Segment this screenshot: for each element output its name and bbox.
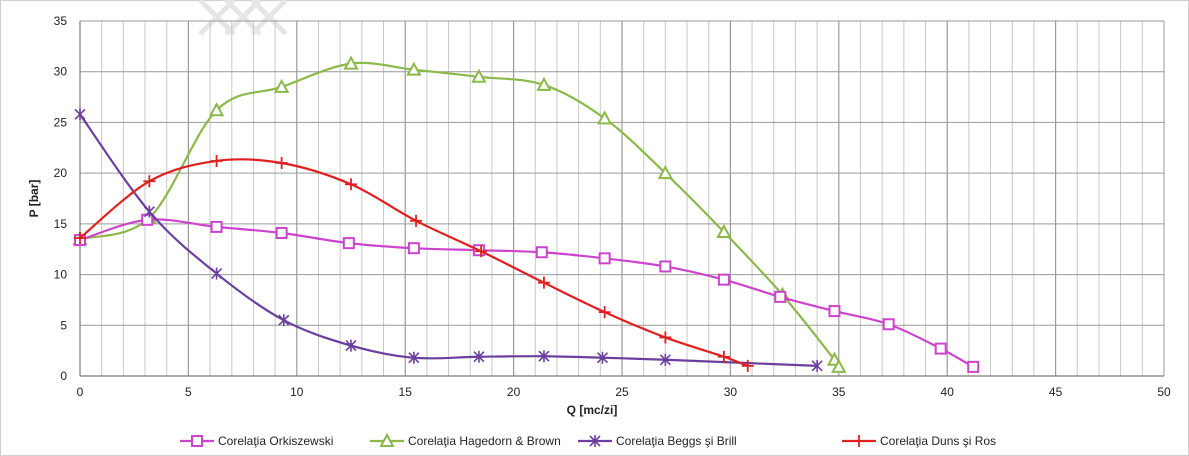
data-point bbox=[342, 237, 355, 250]
x-tick-label: 35 bbox=[832, 385, 846, 399]
data-point bbox=[473, 350, 485, 363]
data-point bbox=[538, 350, 550, 363]
x-tick-label: 20 bbox=[507, 385, 521, 399]
data-point bbox=[273, 78, 290, 93]
data-point bbox=[831, 358, 847, 373]
data-point bbox=[471, 68, 487, 83]
data-point bbox=[967, 360, 980, 373]
series-layer bbox=[72, 55, 980, 373]
data-point bbox=[143, 205, 155, 218]
watermark-logo bbox=[198, 0, 288, 36]
data-point bbox=[141, 213, 154, 226]
x-tick-label: 40 bbox=[941, 385, 955, 399]
data-point bbox=[659, 353, 671, 366]
data-point bbox=[343, 55, 359, 70]
x-tick-labels: 0 5 10 15 20 25 30 35 40 45 50 bbox=[77, 385, 1171, 399]
data-point bbox=[143, 175, 156, 188]
data-point bbox=[596, 351, 609, 364]
series-line bbox=[78, 218, 975, 368]
x-tick-label: 50 bbox=[1157, 385, 1171, 399]
axes bbox=[79, 21, 1165, 377]
data-point bbox=[211, 267, 223, 280]
legend-item: Corelaţia Orkiszewski bbox=[180, 434, 333, 448]
data-point bbox=[74, 232, 86, 245]
legend-item: Corelaţia Beggs şi Brill bbox=[578, 434, 737, 448]
data-point bbox=[657, 165, 674, 180]
data-point bbox=[811, 359, 823, 372]
x-tick-label: 0 bbox=[77, 385, 84, 399]
data-point bbox=[598, 306, 611, 319]
y-axis-title: P [bar] bbox=[27, 180, 41, 218]
y-tick-label: 30 bbox=[54, 65, 68, 79]
data-point bbox=[659, 260, 672, 273]
data-point bbox=[408, 351, 420, 364]
legend-label: Corelaţia Duns şi Ros bbox=[880, 434, 996, 448]
gridlines bbox=[80, 20, 1164, 376]
data-point bbox=[406, 61, 422, 76]
data-point bbox=[407, 242, 420, 255]
x-tick-label: 10 bbox=[290, 385, 304, 399]
data-point bbox=[475, 245, 488, 258]
legend-marker bbox=[853, 435, 865, 447]
legend-marker bbox=[379, 432, 395, 447]
data-point bbox=[345, 339, 357, 352]
data-point bbox=[596, 110, 613, 125]
y-tick-label: 15 bbox=[54, 217, 68, 231]
y-tick-label: 35 bbox=[54, 14, 68, 28]
series-line bbox=[78, 158, 749, 367]
legend-marker bbox=[589, 435, 601, 447]
data-point bbox=[345, 178, 357, 191]
data-point bbox=[934, 342, 947, 355]
data-point bbox=[774, 290, 787, 303]
x-tick-label: 5 bbox=[185, 385, 192, 399]
data-point bbox=[74, 108, 86, 121]
y-tick-label: 25 bbox=[54, 115, 68, 129]
data-point bbox=[741, 359, 754, 372]
data-point bbox=[828, 305, 841, 318]
data-point bbox=[208, 102, 225, 117]
data-point bbox=[210, 154, 223, 167]
x-tick-label: 30 bbox=[724, 385, 738, 399]
data-point bbox=[536, 76, 552, 91]
series-1 bbox=[72, 55, 847, 373]
y-tick-label: 5 bbox=[60, 318, 67, 332]
x-tick-label: 15 bbox=[399, 385, 413, 399]
data-point bbox=[278, 314, 290, 327]
data-point bbox=[717, 273, 730, 286]
legend-label: Corelaţia Beggs şi Brill bbox=[616, 434, 737, 448]
data-point bbox=[716, 223, 732, 238]
legend: Corelaţia Orkiszewski Corelaţia Hagedorn … bbox=[180, 432, 996, 448]
data-point bbox=[659, 331, 672, 344]
y-tick-label: 0 bbox=[60, 369, 67, 383]
data-point bbox=[210, 220, 223, 233]
x-tick-label: 25 bbox=[615, 385, 629, 399]
data-point bbox=[410, 214, 423, 227]
y-tick-label: 10 bbox=[54, 268, 68, 282]
y-tick-label: 20 bbox=[54, 166, 68, 180]
data-point bbox=[275, 226, 288, 239]
legend-item: Corelaţia Duns şi Ros bbox=[842, 434, 996, 448]
data-point bbox=[598, 252, 611, 265]
legend-marker bbox=[191, 435, 203, 447]
legend-label: Corelaţia Hagedorn & Brown bbox=[408, 434, 561, 448]
data-point bbox=[882, 318, 895, 331]
data-point bbox=[535, 246, 548, 259]
series-3 bbox=[74, 154, 754, 372]
data-point bbox=[275, 157, 288, 169]
x-tick-label: 45 bbox=[1049, 385, 1063, 399]
y-tick-labels: 0 5 10 15 20 25 30 35 bbox=[54, 14, 68, 383]
legend-label: Corelaţia Orkiszewski bbox=[218, 434, 333, 448]
data-point bbox=[717, 350, 730, 363]
x-axis-title: Q [mc/zi] bbox=[567, 403, 618, 417]
data-point bbox=[537, 276, 550, 289]
series-line bbox=[78, 61, 841, 369]
legend-item: Corelaţia Hagedorn & Brown bbox=[370, 432, 561, 448]
series-2 bbox=[74, 108, 823, 372]
